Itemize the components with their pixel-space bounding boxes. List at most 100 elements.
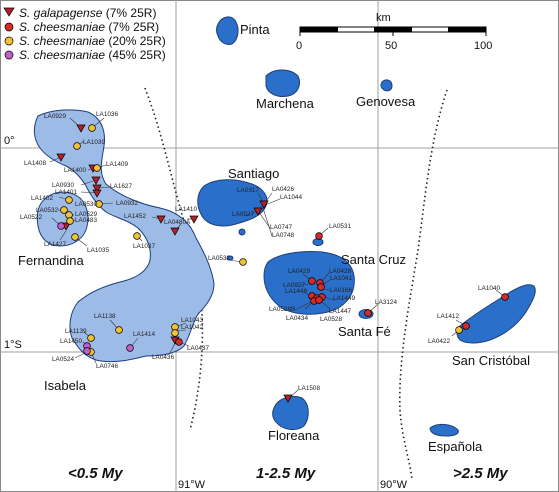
label-la0483: LA0483 <box>75 217 97 224</box>
island-name-genovesa: Genovesa <box>356 94 416 109</box>
label-la1447: LA1447 <box>329 308 351 315</box>
islands <box>33 16 536 437</box>
label-la0527: LA0527 <box>232 211 254 218</box>
age-zone-young: <0.5 My <box>68 465 123 482</box>
marker-la1042 <box>171 329 179 337</box>
legend-entry-3: S. cheesmaniae (20% 25R) <box>19 34 166 48</box>
marker-la1409 <box>93 164 101 172</box>
island-name-pinta: Pinta <box>240 22 270 37</box>
island-name-santa-fe: Santa Fé <box>338 324 391 339</box>
marker-la0480a <box>170 227 180 236</box>
island-name-fernandina: Fernandina <box>18 253 85 268</box>
isabela-island <box>33 109 215 363</box>
label-la0166: LA0166 <box>330 287 352 294</box>
label-la0930: LA0930 <box>52 182 74 189</box>
scale-seg-1 <box>300 27 338 32</box>
label-la0428: LA0428 <box>329 268 351 275</box>
marker-la1412 <box>462 322 470 330</box>
island-name-santiago: Santiago <box>228 166 279 181</box>
lon-label-91w: 91°W <box>178 479 206 491</box>
floreana-island <box>272 395 309 430</box>
legend-entry-2: S. cheesmaniae (7% 25R) <box>19 20 159 34</box>
label-la1043: LA1043 <box>181 317 203 324</box>
pinta-island <box>216 16 239 45</box>
marker-la0483 <box>66 217 74 225</box>
marker-la1138 <box>115 326 123 334</box>
label-la0530: LA0530 <box>75 201 97 208</box>
label-la0932: LA0932 <box>116 200 138 207</box>
espanola-island <box>429 423 459 437</box>
legend-red-circle-icon <box>4 22 14 32</box>
marker-la0531 <box>315 232 323 240</box>
scale-bar: km 0 50 100 <box>296 12 492 52</box>
marker-la1408 <box>56 153 66 162</box>
marker-la0422 <box>455 326 463 334</box>
island-names: Pinta Marchena Genovesa Santiago Fernand… <box>18 22 530 454</box>
marker-la0932 <box>95 200 103 208</box>
legend-purple-circle-icon <box>4 50 14 60</box>
marker-la0529 <box>65 211 73 219</box>
lat-label-0: 0° <box>4 135 15 147</box>
label-la0429: LA0429 <box>288 268 310 275</box>
scale-unit: km <box>376 12 391 24</box>
legend-yellow-circle-icon <box>4 36 14 46</box>
scale-tick-label-50: 50 <box>385 40 397 52</box>
marker-la1041 <box>317 283 325 291</box>
legend-entry-4: S. cheesmaniae (45% 25R) <box>19 48 166 62</box>
label-la0434: LA0434 <box>286 315 308 322</box>
label-la3124: LA3124 <box>375 299 397 306</box>
label-la1627: LA1627 <box>110 183 132 190</box>
marker-la1039 <box>73 142 81 150</box>
label-la1448: LA1448 <box>285 288 307 295</box>
marker-la1139 <box>87 334 95 342</box>
label-la0532a: LA0532 <box>36 207 58 214</box>
label-la0532b: LA0532 <box>208 255 230 262</box>
label-la0522: LA0522 <box>20 214 42 221</box>
label-la1039: LA1039 <box>83 139 105 146</box>
label-la1042: LA1042 <box>181 324 203 331</box>
marker-la0532a <box>60 206 68 214</box>
label-la1040: LA1040 <box>478 285 500 292</box>
marker-la1036 <box>88 124 96 132</box>
label-la0528b: LA0528B <box>269 306 295 313</box>
label-la1452: LA1452 <box>124 213 146 220</box>
marker-la0532b <box>239 258 247 266</box>
marker-la1410 <box>189 215 199 224</box>
label-la0437: LA0437 <box>187 345 209 352</box>
marker-la1627 <box>92 184 102 193</box>
scale-tick-label-100: 100 <box>474 40 492 52</box>
marker-la0527 <box>253 207 263 216</box>
island-name-marchena: Marchena <box>256 96 315 111</box>
marker-la1035 <box>71 233 79 241</box>
marker-la1040 <box>501 293 509 301</box>
label-la1402: LA1402 <box>31 195 53 202</box>
island-name-santa-cruz: Santa Cruz <box>341 252 406 267</box>
label-la1412: LA1412 <box>437 313 459 320</box>
label-la1508: LA1508 <box>298 385 320 392</box>
label-la0747: LA0747 <box>270 224 292 231</box>
label-la1414: LA1414 <box>133 331 155 338</box>
label-la1035: LA1035 <box>87 247 109 254</box>
marker-la1037 <box>133 232 141 240</box>
label-la0531: LA0531 <box>329 223 351 230</box>
label-la0422: LA0422 <box>428 338 450 345</box>
lon-label-90w: 90°W <box>380 479 408 491</box>
marker-la1402 <box>65 196 73 204</box>
scale-seg-5 <box>448 27 486 32</box>
label-la1138: LA1138 <box>94 313 116 320</box>
label-la1410: LA1410 <box>175 206 197 213</box>
islet-bartolome <box>238 228 246 236</box>
label-la1044: LA1044 <box>280 194 302 201</box>
label-la0317: LA0317 <box>237 187 259 194</box>
label-la1400: LA1400 <box>64 167 86 174</box>
label-la0746: LA0746 <box>96 363 118 370</box>
lat-label-1s: 1°S <box>4 339 22 351</box>
marker-la1508 <box>283 394 293 403</box>
label-la1427: LA1427 <box>44 241 66 248</box>
label-la0426: LA0426 <box>272 186 294 193</box>
label-la0929: LA0929 <box>44 113 66 120</box>
marker-la0522 <box>57 222 65 230</box>
island-name-floreana: Floreana <box>268 428 320 443</box>
age-zone-mid: 1-2.5 My <box>256 465 316 482</box>
